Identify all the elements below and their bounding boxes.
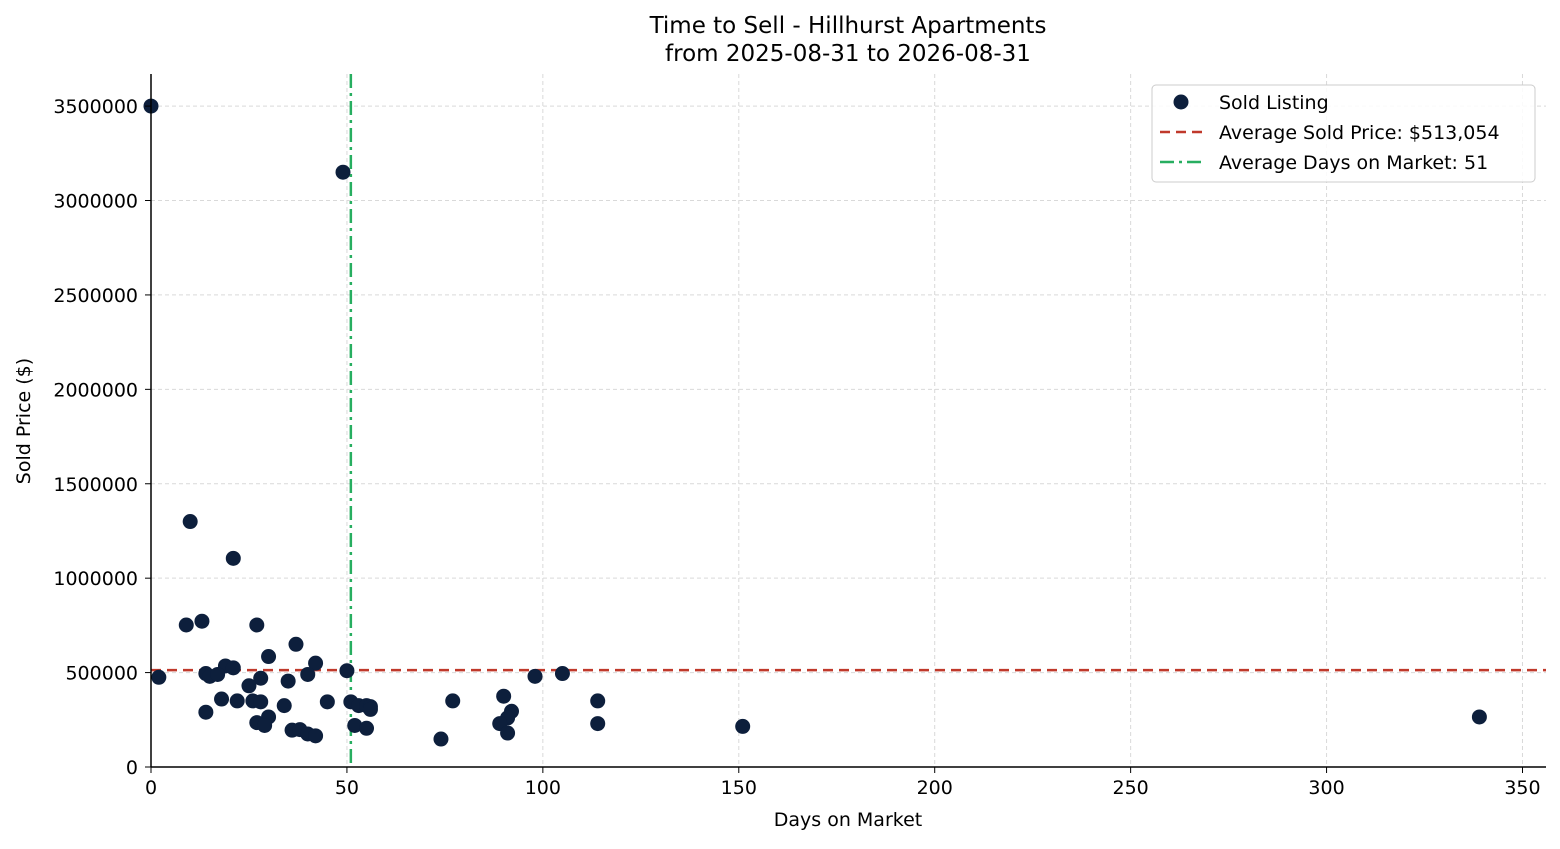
sold-listing-point	[335, 164, 351, 180]
sold-listing-point	[362, 701, 378, 717]
legend-sold-listing-marker	[1173, 94, 1189, 110]
sold-listing-point	[276, 698, 292, 714]
y-tick-label: 0	[126, 757, 138, 779]
legend-sold-listing-label: Sold Listing	[1219, 92, 1329, 114]
sold-listing-point	[527, 668, 543, 684]
sold-listing-point	[308, 655, 324, 671]
sold-listing-point	[229, 693, 245, 709]
x-tick-label: 250	[1113, 777, 1149, 799]
sold-listing-point	[300, 666, 316, 682]
x-tick-label: 100	[525, 777, 561, 799]
sold-listing-point	[261, 649, 277, 665]
sold-listing-point	[214, 691, 230, 707]
legend-average-days-label: Average Days on Market: 51	[1219, 152, 1488, 174]
sold-listing-point	[249, 617, 265, 633]
sold-listing-point	[359, 720, 375, 736]
tick-labels: 0 50 100 150 200 250 300 350 0 500000 1000000 15000…	[53, 96, 1540, 799]
y-tick-label: 2000000	[53, 379, 138, 401]
y-tick-label: 3000000	[53, 191, 138, 213]
x-tick-label: 300	[1308, 777, 1344, 799]
sold-listing-point	[308, 728, 324, 744]
sold-listing-point	[590, 716, 606, 732]
legend: Sold Listing Average Sold Price: $513,054…	[1151, 84, 1536, 183]
y-tick-label: 3500000	[53, 96, 138, 118]
sold-listing-point	[319, 694, 335, 710]
sold-listing-point	[241, 678, 257, 694]
sold-listing-point	[253, 694, 269, 710]
x-tick-label: 350	[1504, 777, 1540, 799]
sold-listing-point	[210, 666, 226, 682]
x-tick-label: 150	[721, 777, 757, 799]
y-axis-label: Sold Price ($)	[13, 358, 35, 484]
sold-listing-point	[198, 704, 214, 720]
sold-listing-point	[178, 617, 194, 633]
chart-title: Time to Sell - Hillhurst Apartments	[649, 13, 1047, 39]
reference-lines	[151, 74, 1546, 767]
sold-listing-point	[182, 514, 198, 530]
x-tick-label: 50	[335, 777, 359, 799]
chart-subtitle: from 2025-08-31 to 2026-08-31	[665, 41, 1031, 67]
legend-average-price-label: Average Sold Price: $513,054	[1219, 122, 1500, 144]
sold-listing-point	[1471, 709, 1487, 725]
y-tick-label: 1000000	[53, 568, 138, 590]
sold-listing-point	[194, 613, 210, 629]
sold-listing-point	[347, 717, 363, 733]
sold-listing-point	[257, 717, 273, 733]
sold-listing-point	[496, 688, 512, 704]
sold-listing-point	[288, 636, 304, 652]
sold-listing-point	[225, 660, 241, 676]
sold-listing-point	[735, 718, 751, 734]
sold-listing-point	[433, 731, 449, 747]
y-tick-label: 2500000	[53, 285, 138, 307]
y-tick-label: 1500000	[53, 474, 138, 496]
sold-listing-point	[280, 673, 296, 689]
axes	[145, 74, 1546, 773]
x-tick-label: 200	[917, 777, 953, 799]
x-tick-label: 0	[145, 777, 157, 799]
sold-listing-point	[151, 669, 167, 685]
sold-listing-point	[500, 725, 516, 741]
sold-listing-point	[554, 666, 570, 682]
sold-listing-point	[590, 693, 606, 709]
legend-box	[1151, 84, 1536, 183]
data-points	[143, 98, 1487, 747]
y-tick-label: 500000	[65, 663, 138, 685]
x-axis-label: Days on Market	[774, 809, 922, 831]
sold-listing-point	[253, 670, 269, 686]
sold-listing-point	[339, 663, 355, 679]
sold-listing-point	[445, 693, 461, 709]
sold-listing-point	[225, 550, 241, 566]
